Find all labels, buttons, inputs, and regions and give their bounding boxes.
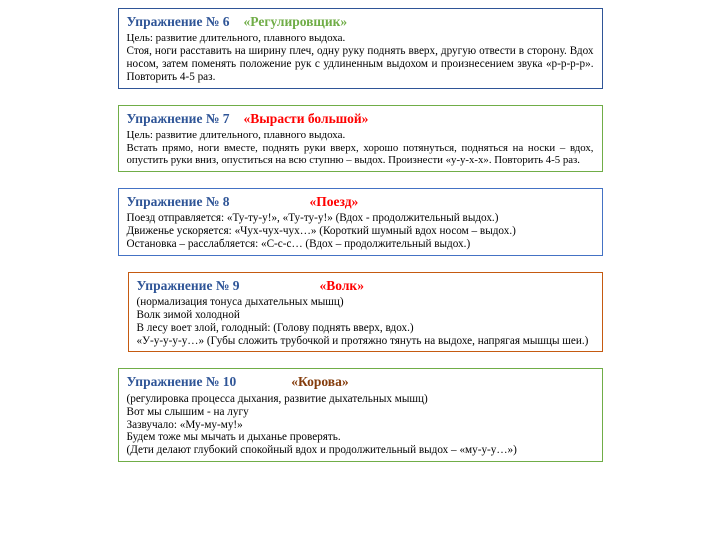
exercise-9-header: Упражнение № 9 «Волк»: [137, 277, 594, 295]
exercise-sub: (регулировка процесса дыхания, развитие …: [127, 393, 594, 406]
exercise-line: Вот мы слышим - на лугу: [127, 406, 594, 419]
exercise-body: Стоя, ноги расставить на ширину плеч, од…: [127, 45, 594, 84]
exercise-line: В лесу воет злой, голодный: (Голову подн…: [137, 322, 594, 335]
exercise-label: Упражнение № 10: [127, 374, 237, 389]
exercise-title: «Корова»: [291, 374, 348, 389]
exercise-line: Поезд отправляется: «Ту-ту-у!», «Ту-ту-у…: [127, 212, 594, 225]
exercise-goal: Цель: развитие длительного, плавного выд…: [127, 32, 594, 45]
exercise-6-box: Упражнение № 6 «Регулировщик» Цель: разви…: [118, 8, 603, 89]
exercise-sub: (нормализация тонуса дыхательных мышц): [137, 296, 594, 309]
exercise-line: Волк зимой холодной: [137, 309, 594, 322]
exercise-label: Упражнение № 7: [127, 111, 230, 126]
exercise-title: «Поезд»: [310, 194, 359, 209]
exercise-10-header: Упражнение № 10 «Корова»: [127, 373, 594, 391]
exercise-title: «Вырасти большой»: [244, 111, 369, 126]
exercise-line: Зазвучало: «Му-му-му!»: [127, 419, 594, 432]
exercise-line: Движенье ускоряется: «Чух-чух-чух…» (Кор…: [127, 225, 594, 238]
exercise-line: Остановка – расслабляется: «С-с-с… (Вдох…: [127, 238, 594, 251]
exercise-label: Упражнение № 9: [137, 278, 240, 293]
page: Упражнение № 6 «Регулировщик» Цель: разви…: [0, 0, 720, 540]
exercise-7-header: Упражнение № 7 «Вырасти большой»: [127, 110, 594, 128]
exercise-title: «Регулировщик»: [244, 14, 348, 29]
exercise-9-box: Упражнение № 9 «Волк» (нормализация тонус…: [128, 272, 603, 353]
exercise-line: Будем тоже мы мычать и дыханье проверять…: [127, 431, 594, 444]
exercise-title: «Волк»: [320, 278, 364, 293]
exercise-6-header: Упражнение № 6 «Регулировщик»: [127, 13, 594, 31]
exercise-goal: Цель: развитие длительного, плавного выд…: [127, 129, 594, 142]
exercise-line: «У-у-у-у-у…» (Губы сложить трубочкой и п…: [137, 335, 594, 348]
exercise-body: Встать прямо, ноги вместе, поднять руки …: [127, 142, 594, 167]
exercise-label: Упражнение № 6: [127, 14, 230, 29]
exercise-8-header: Упражнение № 8 «Поезд»: [127, 193, 594, 211]
exercise-10-box: Упражнение № 10 «Корова» (регулировка про…: [118, 368, 603, 462]
exercise-8-box: Упражнение № 8 «Поезд» Поезд отправляется…: [118, 188, 603, 256]
exercise-7-box: Упражнение № 7 «Вырасти большой» Цель: ра…: [118, 105, 603, 172]
exercise-label: Упражнение № 8: [127, 194, 230, 209]
exercise-line: (Дети делают глубокий спокойный вдох и п…: [127, 444, 594, 457]
